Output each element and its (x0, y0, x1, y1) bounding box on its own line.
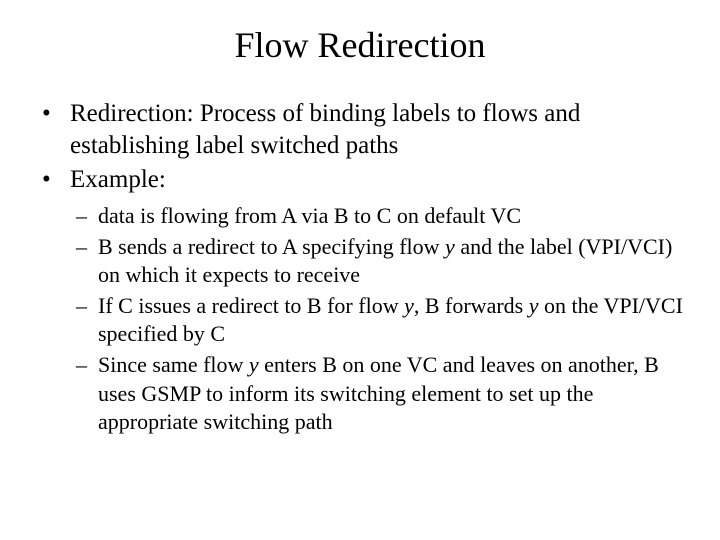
sub-bullet-list: – data is flowing from A via B to C on d… (76, 202, 684, 437)
sub-bullet-item: – data is flowing from A via B to C on d… (76, 202, 684, 231)
bullet-text: Example: (70, 164, 684, 196)
dash-marker: – (76, 292, 98, 349)
italic-var: y (249, 352, 259, 377)
sub-bullet-item: – B sends a redirect to A specifying flo… (76, 233, 684, 290)
dash-marker: – (76, 233, 98, 290)
slide-title: Flow Redirection (36, 24, 684, 66)
dash-marker: – (76, 202, 98, 231)
main-bullet-list: • Redirection: Process of binding labels… (42, 98, 684, 196)
bullet-item: • Redirection: Process of binding labels… (42, 98, 684, 162)
italic-var: y (404, 293, 414, 318)
bullet-marker: • (42, 164, 70, 196)
sub-bullet-text: If C issues a redirect to B for flow y, … (98, 292, 684, 349)
bullet-text: Redirection: Process of binding labels t… (70, 98, 684, 162)
dash-marker: – (76, 351, 98, 437)
sub-bullet-item: – If C issues a redirect to B for flow y… (76, 292, 684, 349)
sub-bullet-item: – Since same flow y enters B on one VC a… (76, 351, 684, 437)
italic-var: y (445, 234, 455, 259)
bullet-item: • Example: (42, 164, 684, 196)
bullet-marker: • (42, 98, 70, 162)
sub-bullet-text: B sends a redirect to A specifying flow … (98, 233, 684, 290)
sub-bullet-text: Since same flow y enters B on one VC and… (98, 351, 684, 437)
sub-bullet-text: data is flowing from A via B to C on def… (98, 202, 684, 231)
italic-var: y (529, 293, 539, 318)
